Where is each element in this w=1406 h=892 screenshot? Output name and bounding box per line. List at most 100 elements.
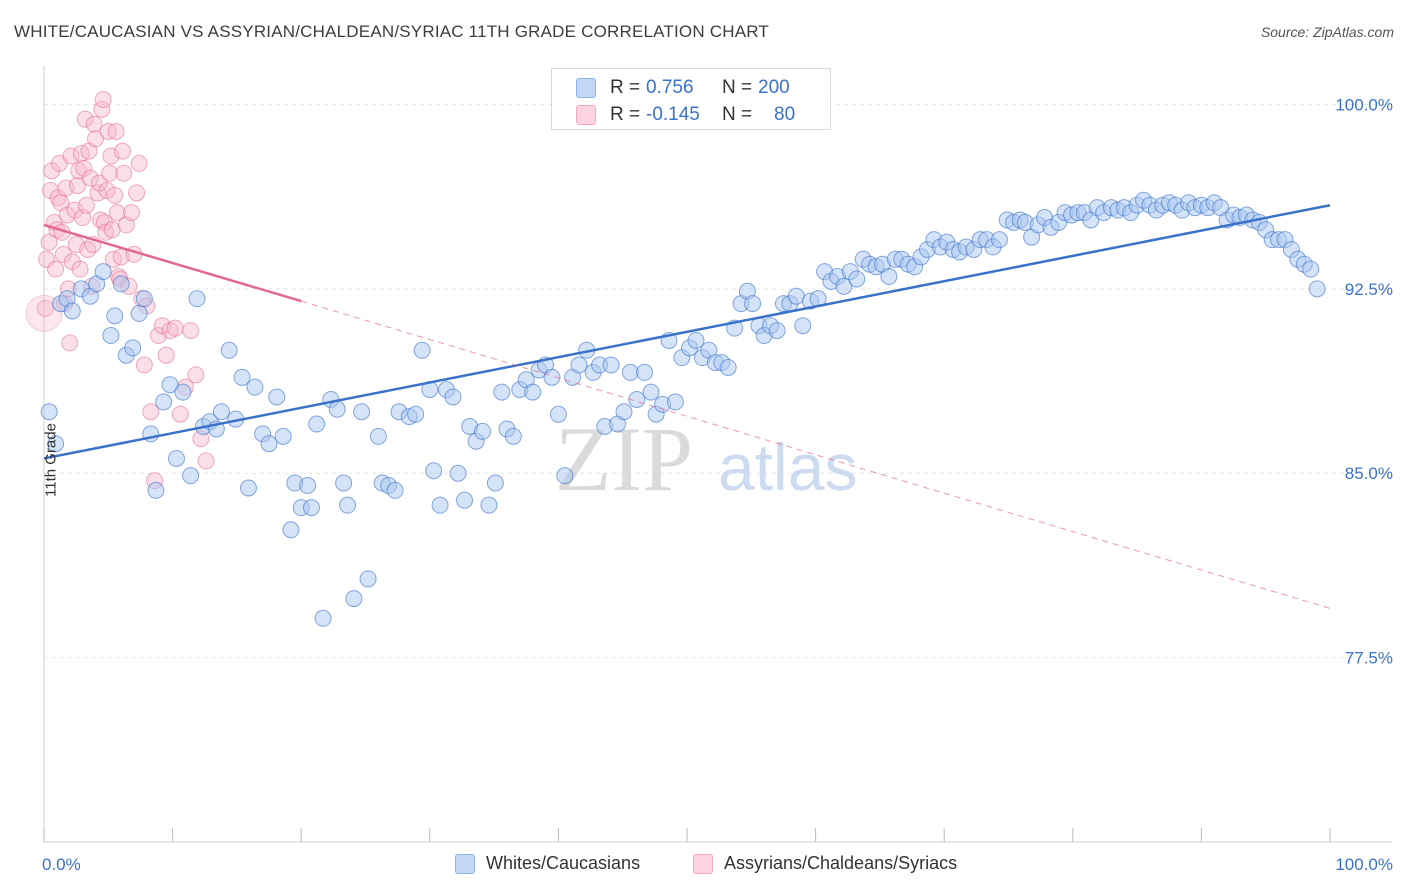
data-point-whites <box>188 290 206 308</box>
data-point-whites <box>246 378 264 396</box>
data-point-whites <box>47 435 65 453</box>
data-point-whites <box>167 449 185 467</box>
r-label: R = <box>610 77 641 98</box>
data-point-assyrians <box>77 196 95 214</box>
data-point-whites <box>94 263 112 281</box>
legend-swatch-assyrians <box>693 854 713 874</box>
data-point-assyrians <box>81 169 99 187</box>
data-point-whites <box>130 304 148 322</box>
series-whites-points <box>40 191 1326 627</box>
data-point-assyrians <box>85 115 103 133</box>
data-point-whites <box>615 403 633 421</box>
data-point-whites <box>990 231 1008 249</box>
data-point-assyrians <box>166 319 184 337</box>
data-point-whites <box>407 405 425 423</box>
chart-title: WHITE/CAUCASIAN VS ASSYRIAN/CHALDEAN/SYR… <box>14 22 769 41</box>
data-point-whites <box>666 393 684 411</box>
data-point-whites <box>449 464 467 482</box>
data-point-whites <box>493 383 511 401</box>
data-point-assyrians <box>157 346 175 364</box>
data-point-whites <box>239 479 257 497</box>
data-point-whites <box>486 474 504 492</box>
data-point-whites <box>335 474 353 492</box>
y-tick-label: 85.0% <box>1345 464 1393 483</box>
data-point-assyrians <box>61 334 79 352</box>
stats-legend: R = 0.756 N = 200 R = -0.145 N = 80 <box>551 68 831 130</box>
y-tick-label: 100.0% <box>1335 95 1393 114</box>
data-point-whites <box>787 287 805 305</box>
data-point-assyrians <box>86 130 104 148</box>
data-point-assyrians <box>75 159 93 177</box>
data-point-whites <box>386 481 404 499</box>
trend-line-whites <box>43 203 1331 460</box>
data-point-whites <box>299 477 317 495</box>
data-point-whites <box>161 376 179 394</box>
n-value: 80 <box>774 104 796 125</box>
data-point-assyrians <box>62 147 80 165</box>
data-point-whites <box>233 368 251 386</box>
data-point-whites <box>102 327 120 345</box>
y-axis-label: 11th Grade <box>42 423 60 497</box>
legend-swatch-assyrians <box>576 105 596 125</box>
legend-swatch-whites <box>455 854 475 874</box>
data-point-whites <box>135 290 153 308</box>
data-point-assyrians <box>76 110 94 128</box>
data-point-assyrians <box>171 405 189 423</box>
data-point-whites <box>549 405 567 423</box>
data-point-assyrians <box>54 245 72 263</box>
source-credit: Source: ZipAtlas.com <box>1260 24 1394 40</box>
data-point-whites <box>570 356 588 374</box>
data-point-whites <box>768 322 786 340</box>
data-point-whites <box>848 270 866 288</box>
data-point-whites <box>308 415 326 433</box>
data-point-whites <box>369 427 387 445</box>
trend-line-assyrians <box>43 223 302 303</box>
data-point-whites <box>413 341 431 359</box>
data-point-whites <box>1308 280 1326 298</box>
data-point-whites <box>338 496 356 514</box>
data-point-assyrians <box>47 260 65 278</box>
data-point-whites <box>345 590 363 608</box>
data-point-whites <box>1302 260 1320 278</box>
r-label: R = <box>610 104 641 125</box>
data-point-whites <box>687 331 705 349</box>
data-point-assyrians <box>142 403 160 421</box>
data-point-assyrians <box>103 221 121 239</box>
data-point-assyrians <box>40 233 58 251</box>
data-point-whites <box>40 403 58 421</box>
x-tick-label: 0.0% <box>42 855 81 874</box>
data-point-whites <box>744 295 762 313</box>
tick-labels: 100.0% 92.5% 85.0% 77.5% 0.0% 100.0% <box>42 95 1393 874</box>
data-point-whites <box>274 427 292 445</box>
data-point-whites <box>302 499 320 517</box>
trend-lines <box>43 203 1331 609</box>
data-point-whites <box>147 481 165 499</box>
data-point-assyrians <box>106 186 124 204</box>
data-point-whites <box>444 388 462 406</box>
data-point-whites <box>212 403 230 421</box>
data-point-assyrians <box>68 177 86 195</box>
legend-label-assyrians: Assyrians/Chaldeans/Syriacs <box>724 853 958 873</box>
data-point-whites <box>282 521 300 539</box>
x-tick-label: 100.0% <box>1335 855 1393 874</box>
data-point-whites <box>456 491 474 509</box>
n-label: N = <box>722 77 753 98</box>
data-point-whites <box>182 467 200 485</box>
legend-label-whites: Whites/Caucasians <box>486 853 641 873</box>
data-point-whites <box>174 383 192 401</box>
stats-legend-row-whites: R = 0.756 N = 200 <box>552 73 830 101</box>
data-point-assyrians <box>79 240 97 258</box>
data-point-whites <box>642 383 660 401</box>
data-point-whites <box>106 307 124 325</box>
data-point-assyrians <box>113 142 131 160</box>
data-point-whites <box>524 383 542 401</box>
data-point-whites <box>353 403 371 421</box>
data-point-assyrians <box>115 164 133 182</box>
data-point-whites <box>155 393 173 411</box>
data-point-whites <box>636 363 654 381</box>
data-point-whites <box>504 427 522 445</box>
data-point-whites <box>621 363 639 381</box>
data-point-assyrians <box>101 164 119 182</box>
data-point-whites <box>268 388 286 406</box>
data-point-whites <box>794 317 812 335</box>
